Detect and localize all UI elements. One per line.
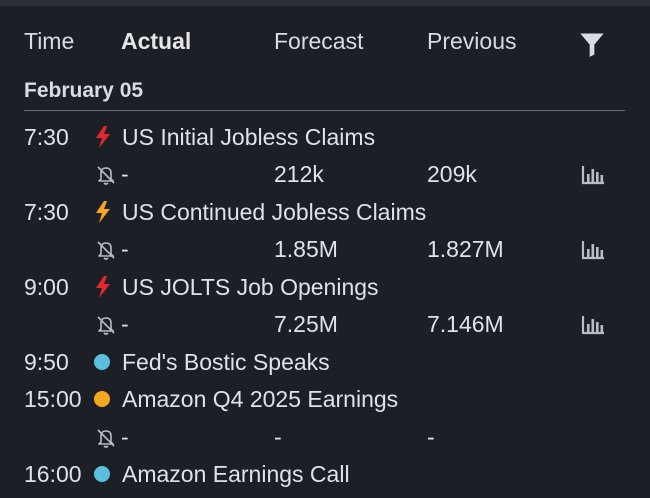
previous-value: 7.146M bbox=[427, 311, 504, 337]
column-time[interactable]: Time bbox=[24, 28, 75, 54]
actual-value: - bbox=[121, 236, 129, 262]
event-row[interactable]: 7:30 US Continued Jobless Claims bbox=[0, 195, 650, 229]
event-time: 7:30 bbox=[24, 199, 69, 225]
event-name[interactable]: US JOLTS Job Openings bbox=[122, 274, 379, 300]
bell-off-icon[interactable] bbox=[95, 314, 117, 336]
speech-dot-icon bbox=[94, 466, 110, 482]
event-row[interactable]: 9:50 Fed's Bostic Speaks bbox=[0, 345, 650, 379]
event-time: 16:00 bbox=[24, 461, 82, 487]
previous-value: 1.827M bbox=[427, 236, 504, 262]
event-time: 15:00 bbox=[24, 386, 82, 412]
event-row[interactable]: 7:30 US Initial Jobless Claims bbox=[0, 120, 650, 154]
chart-icon[interactable] bbox=[580, 164, 606, 186]
chart-icon[interactable] bbox=[580, 314, 606, 336]
speech-dot-icon bbox=[94, 354, 110, 370]
event-values-row: --- bbox=[0, 420, 650, 454]
forecast-value: - bbox=[274, 424, 282, 450]
event-name[interactable]: Amazon Earnings Call bbox=[122, 461, 350, 487]
column-previous[interactable]: Previous bbox=[427, 28, 517, 54]
lightning-icon bbox=[96, 201, 110, 223]
event-time: 7:30 bbox=[24, 124, 69, 150]
column-forecast[interactable]: Forecast bbox=[274, 28, 364, 54]
earnings-dot-icon bbox=[94, 391, 110, 407]
column-actual[interactable]: Actual bbox=[121, 28, 192, 54]
event-time: 9:00 bbox=[24, 274, 69, 300]
bell-off-icon[interactable] bbox=[95, 239, 117, 261]
event-values-row: - 1.85M 1.827M bbox=[0, 232, 650, 266]
event-row[interactable]: 15:00 Amazon Q4 2025 Earnings bbox=[0, 382, 650, 416]
filter-icon[interactable] bbox=[578, 30, 606, 58]
event-values-row: - 7.25M 7.146M bbox=[0, 307, 650, 341]
forecast-value: 212k bbox=[274, 161, 324, 187]
event-time: 9:50 bbox=[24, 349, 69, 375]
actual-value: - bbox=[121, 161, 129, 187]
event-row[interactable]: 9:00 US JOLTS Job Openings bbox=[0, 270, 650, 304]
previous-value: 209k bbox=[427, 161, 477, 187]
chart-icon[interactable] bbox=[580, 239, 606, 261]
event-name[interactable]: US Continued Jobless Claims bbox=[122, 199, 427, 225]
date-heading: February 05 bbox=[24, 79, 144, 102]
divider bbox=[24, 110, 625, 111]
lightning-icon bbox=[96, 126, 110, 148]
event-name[interactable]: US Initial Jobless Claims bbox=[122, 124, 376, 150]
event-row[interactable]: 16:00 Amazon Earnings Call bbox=[0, 457, 650, 491]
event-name[interactable]: Amazon Q4 2025 Earnings bbox=[122, 386, 399, 412]
lightning-icon bbox=[96, 276, 110, 298]
bell-off-icon[interactable] bbox=[95, 427, 117, 449]
event-values-row: - 212k 209k bbox=[0, 157, 650, 191]
bell-off-icon[interactable] bbox=[95, 164, 117, 186]
forecast-value: 1.85M bbox=[274, 236, 338, 262]
previous-value: - bbox=[427, 424, 435, 450]
event-name[interactable]: Fed's Bostic Speaks bbox=[122, 349, 330, 375]
actual-value: - bbox=[121, 311, 129, 337]
actual-value: - bbox=[121, 424, 129, 450]
column-header: Time Actual Forecast Previous bbox=[0, 6, 650, 72]
forecast-value: 7.25M bbox=[274, 311, 338, 337]
